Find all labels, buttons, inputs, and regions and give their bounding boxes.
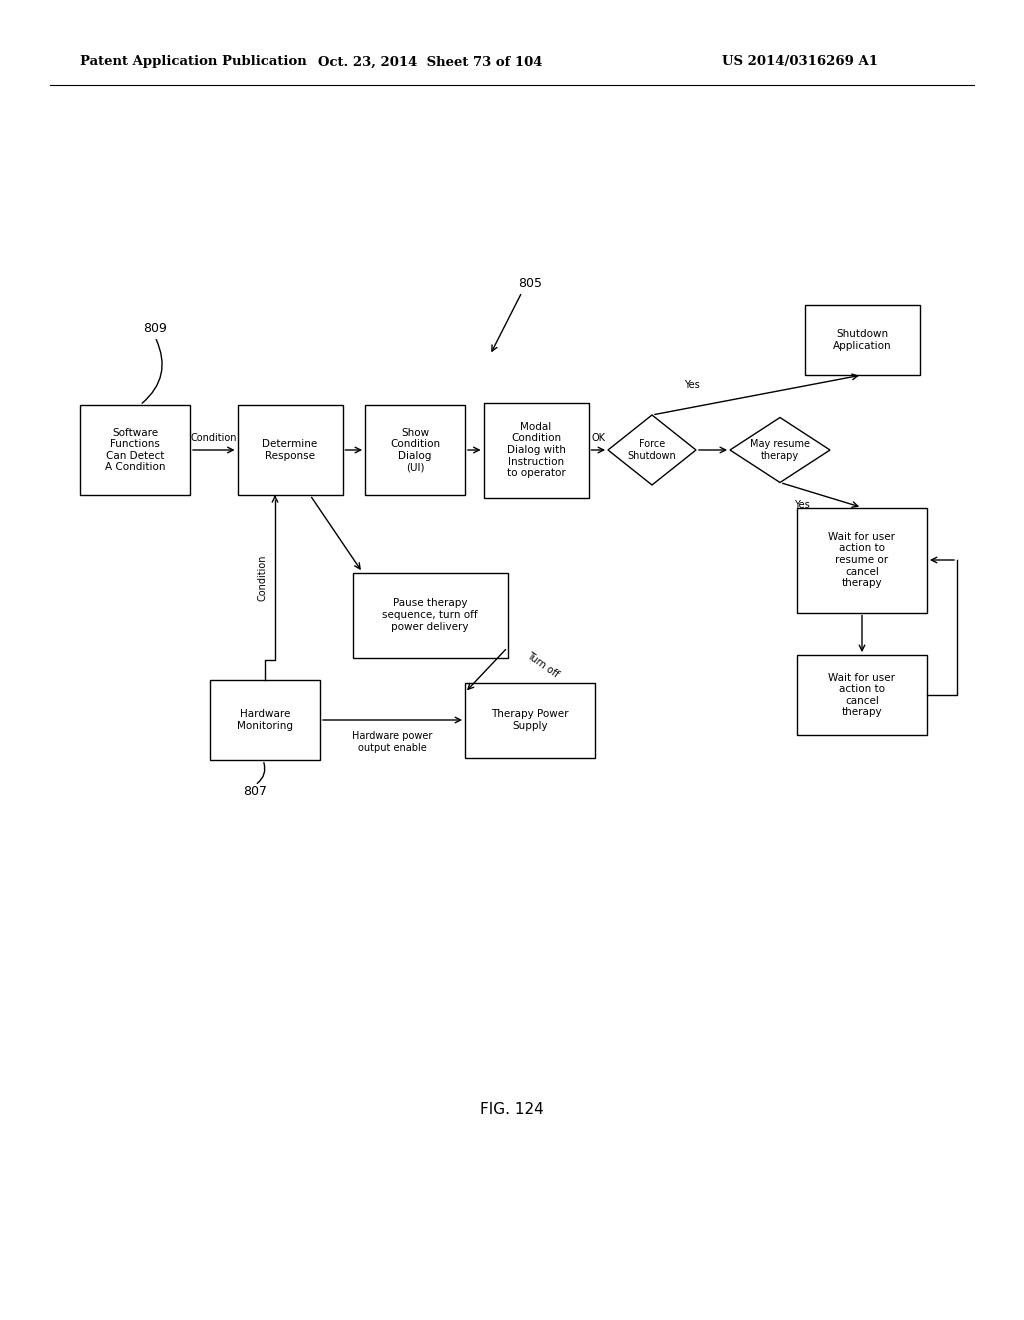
Text: Wait for user
action to
resume or
cancel
therapy: Wait for user action to resume or cancel… — [828, 532, 896, 589]
Text: FIG. 124: FIG. 124 — [480, 1102, 544, 1118]
Text: Yes: Yes — [684, 380, 699, 389]
Text: Hardware
Monitoring: Hardware Monitoring — [237, 709, 293, 731]
Text: Yes: Yes — [795, 499, 810, 510]
Text: US 2014/0316269 A1: US 2014/0316269 A1 — [722, 55, 878, 69]
FancyBboxPatch shape — [797, 655, 927, 735]
FancyBboxPatch shape — [805, 305, 920, 375]
Text: Hardware power
output enable: Hardware power output enable — [352, 731, 433, 752]
Text: Modal
Condition
Dialog with
Instruction
to operator: Modal Condition Dialog with Instruction … — [507, 422, 565, 478]
Polygon shape — [608, 414, 696, 484]
Polygon shape — [730, 417, 830, 483]
Text: Oct. 23, 2014  Sheet 73 of 104: Oct. 23, 2014 Sheet 73 of 104 — [317, 55, 543, 69]
Text: Show
Condition
Dialog
(UI): Show Condition Dialog (UI) — [390, 428, 440, 473]
Text: Pause therapy
sequence, turn off
power delivery: Pause therapy sequence, turn off power d… — [382, 598, 478, 631]
FancyBboxPatch shape — [483, 403, 589, 498]
Text: Force
Shutdown: Force Shutdown — [628, 440, 677, 461]
Text: 809: 809 — [143, 322, 167, 335]
FancyBboxPatch shape — [210, 680, 319, 760]
FancyBboxPatch shape — [797, 507, 927, 612]
Text: Condition: Condition — [258, 554, 268, 601]
FancyBboxPatch shape — [365, 405, 465, 495]
Text: Turn off: Turn off — [524, 651, 560, 680]
Text: Therapy Power
Supply: Therapy Power Supply — [492, 709, 568, 731]
FancyBboxPatch shape — [80, 405, 190, 495]
FancyBboxPatch shape — [465, 682, 595, 758]
Text: Shutdown
Application: Shutdown Application — [833, 329, 891, 351]
Text: Condition: Condition — [190, 433, 237, 444]
Text: Patent Application Publication: Patent Application Publication — [80, 55, 307, 69]
Text: 807: 807 — [243, 785, 267, 799]
FancyBboxPatch shape — [352, 573, 508, 657]
Text: OK: OK — [591, 433, 605, 444]
Text: 805: 805 — [518, 277, 542, 290]
Text: Wait for user
action to
cancel
therapy: Wait for user action to cancel therapy — [828, 673, 896, 717]
Text: May resume
therapy: May resume therapy — [750, 440, 810, 461]
Text: Software
Functions
Can Detect
A Condition: Software Functions Can Detect A Conditio… — [104, 428, 165, 473]
FancyBboxPatch shape — [238, 405, 342, 495]
Text: Determine
Response: Determine Response — [262, 440, 317, 461]
